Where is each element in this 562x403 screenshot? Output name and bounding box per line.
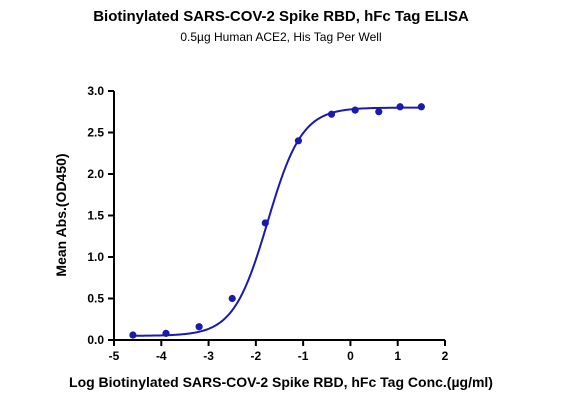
x-tick-label: 1 xyxy=(394,349,401,363)
y-tick-label: 1.5 xyxy=(87,209,104,223)
x-tick-label: -4 xyxy=(156,349,167,363)
data-point xyxy=(375,108,383,116)
data-points-layer xyxy=(129,103,425,339)
data-point xyxy=(129,331,137,339)
y-tick-label: 0.0 xyxy=(87,333,104,347)
data-point xyxy=(327,110,336,118)
fit-curve-layer xyxy=(132,106,422,337)
axes: 0.0 0.5 1.0 1.5 2.0 2.5 3.0 -5 -4 -3 -2 -1 0 1 2 xyxy=(87,84,448,363)
data-point xyxy=(228,294,236,303)
y-tick-label: 2.5 xyxy=(87,126,104,140)
chart-title: Biotinylated SARS-COV-2 Spike RBD, hFc T… xyxy=(93,8,469,25)
x-tick-label: -2 xyxy=(251,349,262,363)
y-tick-label: 1.0 xyxy=(87,250,104,264)
y-tick-label: 2.0 xyxy=(87,167,104,181)
y-tick-label: 0.5 xyxy=(87,292,104,306)
x-axis-title: Log Biotinylated SARS-COV-2 Spike RBD, h… xyxy=(69,374,493,390)
data-point xyxy=(261,219,269,227)
data-point xyxy=(294,137,303,145)
x-tick-label: 0 xyxy=(347,349,354,363)
x-tick-label: 2 xyxy=(442,349,449,363)
y-tick-label: 3.0 xyxy=(87,84,104,98)
data-point xyxy=(396,103,404,111)
x-tick-label: -1 xyxy=(298,349,309,363)
y-axis-title: Mean Abs.(OD450) xyxy=(53,153,69,276)
x-tick-label: -5 xyxy=(109,349,120,363)
x-tick-label: -3 xyxy=(203,349,214,363)
data-point xyxy=(417,103,425,111)
data-point xyxy=(195,323,203,331)
chart-subtitle: 0.5µg Human ACE2, His Tag Per Well xyxy=(180,30,382,44)
data-point xyxy=(351,106,359,114)
data-point xyxy=(162,329,170,337)
fit-curve xyxy=(132,106,422,337)
